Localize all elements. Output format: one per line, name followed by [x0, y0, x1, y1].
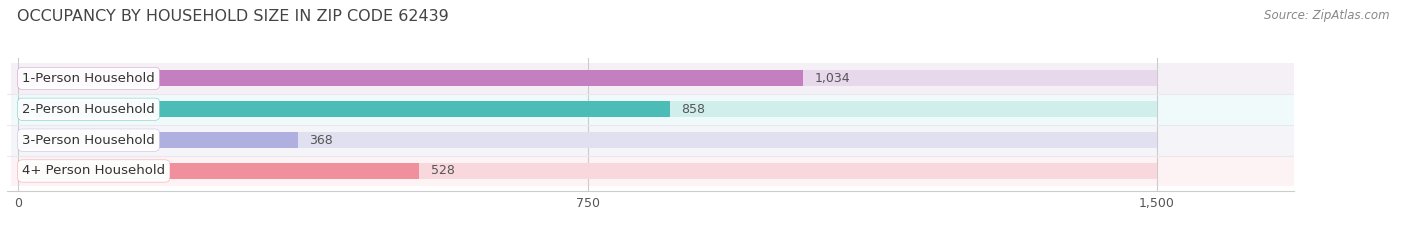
Bar: [11, 63, 1301, 94]
Text: 858: 858: [681, 103, 704, 116]
Bar: [11, 156, 1301, 186]
Bar: [11, 94, 1301, 125]
Text: OCCUPANCY BY HOUSEHOLD SIZE IN ZIP CODE 62439: OCCUPANCY BY HOUSEHOLD SIZE IN ZIP CODE …: [17, 9, 449, 24]
Bar: [18, 101, 1157, 117]
Text: Source: ZipAtlas.com: Source: ZipAtlas.com: [1264, 9, 1389, 22]
Bar: [18, 70, 803, 86]
Bar: [11, 125, 1301, 156]
Bar: [18, 163, 419, 179]
Bar: [18, 132, 298, 148]
Bar: [18, 132, 1157, 148]
Text: 3-Person Household: 3-Person Household: [22, 134, 155, 147]
Text: 2-Person Household: 2-Person Household: [22, 103, 155, 116]
Text: 368: 368: [309, 134, 333, 147]
Bar: [18, 70, 1157, 86]
Text: 1,034: 1,034: [814, 72, 851, 85]
Bar: [18, 163, 1157, 179]
Text: 1-Person Household: 1-Person Household: [22, 72, 155, 85]
Text: 528: 528: [430, 164, 454, 178]
Text: 4+ Person Household: 4+ Person Household: [22, 164, 166, 178]
Bar: [18, 101, 669, 117]
